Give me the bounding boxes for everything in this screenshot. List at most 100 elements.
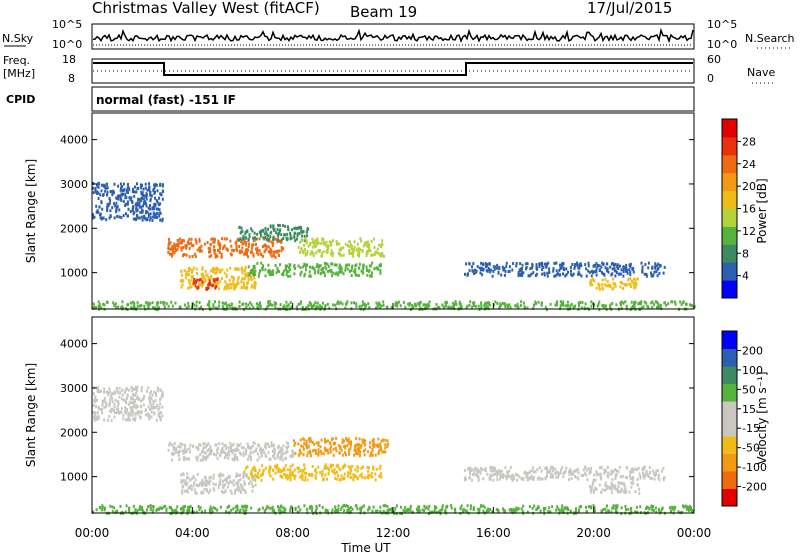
range-gate-cell xyxy=(614,263,617,266)
range-gate-cell xyxy=(204,475,207,479)
range-gate-cell xyxy=(239,483,242,487)
range-gate-cell xyxy=(161,189,164,193)
range-gate-cell xyxy=(293,439,295,443)
range-gate-cell xyxy=(630,279,633,283)
range-gate-cell xyxy=(303,504,306,508)
range-gate-cell xyxy=(632,266,635,270)
range-gate-cell xyxy=(362,271,364,275)
range-gate-cell xyxy=(193,278,196,281)
range-gate-cell xyxy=(680,303,683,307)
range-gate-cell xyxy=(293,263,296,267)
range-gate-cell xyxy=(690,506,693,510)
range-gate-cell xyxy=(149,391,152,395)
range-gate-cell xyxy=(275,302,278,306)
range-gate-cell xyxy=(246,229,249,233)
range-gate-cell xyxy=(97,405,100,409)
range-gate-cell xyxy=(670,509,672,513)
range-gate-cell xyxy=(359,450,361,454)
range-gate-cell xyxy=(311,240,314,244)
range-gate-cell xyxy=(100,200,103,204)
range-gate-cell xyxy=(614,468,616,472)
range-gate-cell xyxy=(583,306,586,310)
range-gate-cell xyxy=(98,205,101,209)
range-gate-cell xyxy=(220,277,223,280)
range-gate-cell xyxy=(287,303,290,307)
range-gate-cell xyxy=(360,472,363,476)
range-gate-cell xyxy=(480,505,483,508)
range-gate-cell xyxy=(168,443,171,447)
range-gate-cell xyxy=(339,268,342,272)
range-gate-cell xyxy=(107,203,110,207)
range-gate-cell xyxy=(261,506,264,510)
range-gate-cell xyxy=(667,302,670,306)
range-gate-cell xyxy=(186,481,189,485)
range-gate-cell xyxy=(550,465,553,469)
range-gate-cell xyxy=(216,448,219,452)
range-gate-cell xyxy=(262,236,265,240)
range-gate-cell xyxy=(179,305,182,309)
range-gate-cell xyxy=(156,189,159,193)
range-gate-cell xyxy=(108,197,111,200)
range-gate-cell xyxy=(371,271,374,275)
range-gate-cell xyxy=(290,236,293,240)
range-gate-cell xyxy=(314,474,317,478)
range-gate-cell xyxy=(338,263,341,267)
range-gate-cell xyxy=(177,244,180,248)
range-gate-cell xyxy=(224,483,226,487)
range-gate-cell xyxy=(631,478,634,482)
range-gate-cell xyxy=(247,457,249,461)
range-gate-cell xyxy=(233,282,236,286)
range-gate-cell xyxy=(268,300,271,304)
range-gate-cell xyxy=(340,448,343,452)
range-gate-cell xyxy=(428,304,431,308)
range-gate-cell xyxy=(250,469,253,473)
range-gate-cell xyxy=(110,410,113,414)
range-gate-cell xyxy=(335,263,338,267)
range-gate-cell xyxy=(607,471,610,475)
range-gate-cell xyxy=(441,506,444,510)
range-gate-cell xyxy=(296,237,298,241)
range-gate-cell xyxy=(146,508,148,512)
range-gate-cell xyxy=(293,234,296,238)
range-gate-cell xyxy=(182,457,185,460)
range-gate-cell xyxy=(535,508,538,512)
colorbar-tick-label: -15 xyxy=(742,422,760,435)
range-gate-cell xyxy=(334,506,337,510)
range-gate-cell xyxy=(647,261,650,265)
range-gate-cell xyxy=(114,398,117,402)
range-gate-cell xyxy=(271,270,274,274)
range-gate-cell xyxy=(609,472,612,476)
range-gate-cell xyxy=(496,302,499,305)
range-gate-cell xyxy=(248,233,251,237)
range-gate-cell xyxy=(213,452,215,456)
range-gate-cell xyxy=(107,418,110,422)
range-gate-cell xyxy=(555,475,558,479)
range-gate-cell xyxy=(375,467,378,471)
range-gate-cell xyxy=(530,272,533,276)
range-gate-cell xyxy=(589,505,592,509)
range-gate-cell xyxy=(506,303,509,307)
range-gate-cell xyxy=(344,446,347,450)
range-gate-cell xyxy=(264,466,267,470)
range-gate-cell xyxy=(330,465,333,469)
range-gate-cell xyxy=(234,448,236,452)
range-gate-cell xyxy=(291,473,294,477)
nave-label: Nave xyxy=(747,66,775,79)
range-gate-cell xyxy=(348,248,351,252)
range-gate-cell xyxy=(191,255,194,258)
range-gate-cell xyxy=(338,266,341,270)
range-gate-cell xyxy=(352,251,355,255)
range-gate-cell xyxy=(199,452,202,456)
range-gate-cell xyxy=(180,270,183,274)
range-gate-cell xyxy=(536,477,539,481)
range-gate-cell xyxy=(188,269,190,273)
range-gate-cell xyxy=(323,466,326,470)
range-gate-cell xyxy=(205,455,208,459)
range-gate-cell xyxy=(609,487,612,490)
range-gate-cell xyxy=(310,305,313,308)
range-gate-cell xyxy=(677,510,680,514)
range-gate-cell xyxy=(255,447,258,451)
range-gate-cell xyxy=(247,238,250,242)
range-gate-cell xyxy=(247,454,250,458)
range-gate-cell xyxy=(572,472,575,476)
